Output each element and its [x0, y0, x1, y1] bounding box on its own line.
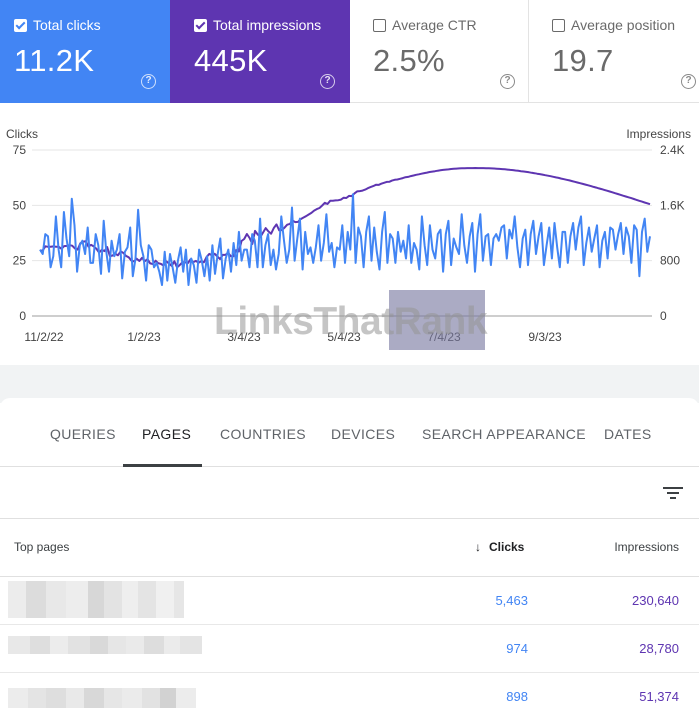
x-tick-label: 11/2/22 — [24, 330, 63, 344]
row-clicks: 5,463 — [495, 593, 528, 608]
impressions-series-line — [39, 167, 651, 269]
redacted-page-url — [8, 688, 196, 708]
table-row[interactable]: 5,463 230,640 — [0, 577, 699, 625]
average-ctr-checkbox[interactable] — [373, 19, 386, 32]
total-impressions-label: Total impressions — [213, 17, 322, 33]
total-clicks-card[interactable]: Total clicks 11.2K ? — [0, 0, 170, 103]
left-axis-ticks: 75 50 25 0 — [13, 143, 27, 323]
right-axis-ticks: 2.4K 1.6K 800 0 — [660, 143, 685, 323]
help-icon[interactable]: ? — [320, 74, 335, 89]
total-impressions-value: 445K — [194, 43, 268, 78]
tab-countries[interactable]: COUNTRIES — [220, 426, 307, 442]
chart-series — [39, 167, 651, 286]
redacted-page-url — [8, 581, 184, 618]
left-axis-title: Clicks — [6, 127, 38, 141]
left-tick-label: 50 — [13, 198, 27, 212]
total-clicks-label: Total clicks — [33, 17, 101, 33]
average-position-label: Average position — [571, 17, 676, 33]
tab-devices[interactable]: DEVICES — [331, 426, 396, 442]
total-clicks-value: 11.2K — [14, 43, 95, 78]
right-tick-label: 800 — [660, 254, 680, 268]
tab-dates[interactable]: DATES — [604, 426, 652, 442]
average-position-card[interactable]: Average position 19.7 ? — [529, 0, 699, 103]
active-tab-indicator — [123, 464, 202, 467]
x-tick-label: 9/3/23 — [528, 330, 562, 344]
row-clicks: 974 — [506, 641, 528, 656]
x-tick-label: 1/2/23 — [127, 330, 161, 344]
table-panel — [0, 398, 699, 717]
x-tick-label: 3/4/23 — [227, 330, 261, 344]
column-header-impressions[interactable]: Impressions — [614, 540, 679, 554]
filter-bar — [0, 468, 699, 519]
redacted-page-url — [8, 636, 202, 654]
right-axis-title: Impressions — [626, 127, 691, 141]
tab-search-appearance[interactable]: SEARCH APPEARANCE — [422, 426, 586, 442]
report-tabs: QUERIES PAGES COUNTRIES DEVICES SEARCH A… — [0, 403, 699, 467]
x-axis-ticks: 11/2/22 1/2/23 3/4/23 5/4/23 7/4/23 9/3/23 — [24, 330, 562, 344]
right-tick-label: 0 — [660, 309, 667, 323]
performance-chart[interactable]: Clicks Impressions 75 50 25 0 2.4K 1.6K 800 0 … — [0, 103, 699, 365]
right-tick-label: 2.4K — [660, 143, 685, 157]
left-tick-label: 25 — [13, 254, 27, 268]
table-row[interactable]: 898 51,374 — [0, 673, 699, 717]
total-impressions-checkbox[interactable] — [194, 19, 207, 32]
row-clicks: 898 — [506, 689, 528, 704]
x-tick-label: 5/4/23 — [327, 330, 361, 344]
average-position-checkbox[interactable] — [552, 19, 565, 32]
total-impressions-card[interactable]: Total impressions 445K ? — [170, 0, 350, 103]
help-icon[interactable]: ? — [500, 74, 515, 89]
right-tick-label: 1.6K — [660, 198, 685, 212]
column-header-clicks-label: Clicks — [489, 540, 525, 554]
average-ctr-value: 2.5% — [373, 43, 445, 78]
table-header: Top pages ↓ Clicks Impressions — [0, 519, 699, 577]
average-ctr-card[interactable]: Average CTR 2.5% ? — [350, 0, 529, 103]
row-impressions: 28,780 — [639, 641, 679, 656]
sort-arrow-icon: ↓ — [475, 540, 481, 554]
help-icon[interactable]: ? — [141, 74, 156, 89]
column-header-top-pages: Top pages — [14, 540, 70, 554]
row-impressions: 230,640 — [632, 593, 679, 608]
column-header-clicks[interactable]: ↓ Clicks — [475, 540, 524, 554]
help-icon[interactable]: ? — [681, 74, 696, 89]
table-row[interactable]: 974 28,780 — [0, 625, 699, 673]
x-tick-label: 7/4/23 — [427, 330, 461, 344]
average-ctr-label: Average CTR — [392, 17, 477, 33]
total-clicks-checkbox[interactable] — [14, 19, 27, 32]
left-tick-label: 75 — [13, 143, 27, 157]
tab-pages[interactable]: PAGES — [142, 426, 192, 442]
row-impressions: 51,374 — [639, 689, 679, 704]
average-position-value: 19.7 — [552, 43, 614, 78]
section-separator — [0, 365, 699, 403]
clicks-series-line — [39, 193, 651, 286]
filter-icon[interactable] — [663, 483, 683, 503]
metric-cards: Total clicks 11.2K ? Total impressions 4… — [0, 0, 699, 103]
left-tick-label: 0 — [19, 309, 26, 323]
tab-queries[interactable]: QUERIES — [50, 426, 116, 442]
